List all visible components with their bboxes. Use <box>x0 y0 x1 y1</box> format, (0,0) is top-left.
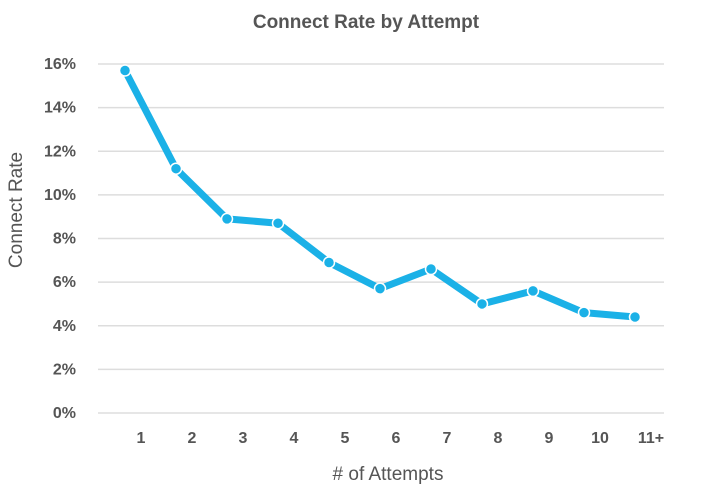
x-tick-label: 9 <box>545 430 554 447</box>
x-tick-label: 3 <box>239 430 248 447</box>
x-tick-label: 10 <box>591 430 609 447</box>
data-point[interactable] <box>169 162 183 175</box>
y-tick-label: 0% <box>53 405 76 422</box>
y-tick-label: 12% <box>44 143 76 160</box>
data-point[interactable] <box>475 297 489 311</box>
data-point[interactable] <box>526 284 540 298</box>
data-point[interactable] <box>373 282 387 295</box>
x-tick-label: 4 <box>290 430 299 447</box>
x-axis-label: # of Attempts <box>333 464 444 485</box>
x-axis-ticks: 1 2 3 4 5 6 7 8 9 10 11+ <box>137 430 665 447</box>
gridlines <box>98 63 664 414</box>
x-tick-label: 7 <box>443 430 452 447</box>
data-point[interactable] <box>628 310 642 324</box>
data-point[interactable] <box>424 262 438 276</box>
series-group <box>118 64 642 324</box>
x-tick-label: 5 <box>341 430 350 447</box>
y-tick-label: 14% <box>44 100 76 117</box>
x-tick-label: 6 <box>392 430 401 447</box>
data-point[interactable] <box>118 64 132 77</box>
data-point[interactable] <box>220 212 234 226</box>
y-tick-label: 4% <box>53 318 76 335</box>
y-axis-ticks: 0% 2% 4% 6% 8% 10% 12% 14% 16% <box>44 56 76 422</box>
chart-title: Connect Rate by Attempt <box>253 12 480 33</box>
data-point[interactable] <box>322 256 336 269</box>
data-point[interactable] <box>577 306 591 319</box>
y-tick-label: 16% <box>44 56 76 73</box>
y-axis-label: Connect Rate <box>6 152 27 268</box>
x-tick-label: 8 <box>494 430 503 447</box>
y-tick-label: 6% <box>53 274 76 291</box>
y-tick-label: 10% <box>44 187 76 204</box>
y-tick-label: 2% <box>53 361 76 378</box>
data-point[interactable] <box>271 216 285 230</box>
x-tick-label: 11+ <box>638 430 664 447</box>
x-tick-label: 1 <box>137 430 146 447</box>
x-tick-label: 2 <box>188 430 197 447</box>
y-tick-label: 8% <box>53 231 76 248</box>
